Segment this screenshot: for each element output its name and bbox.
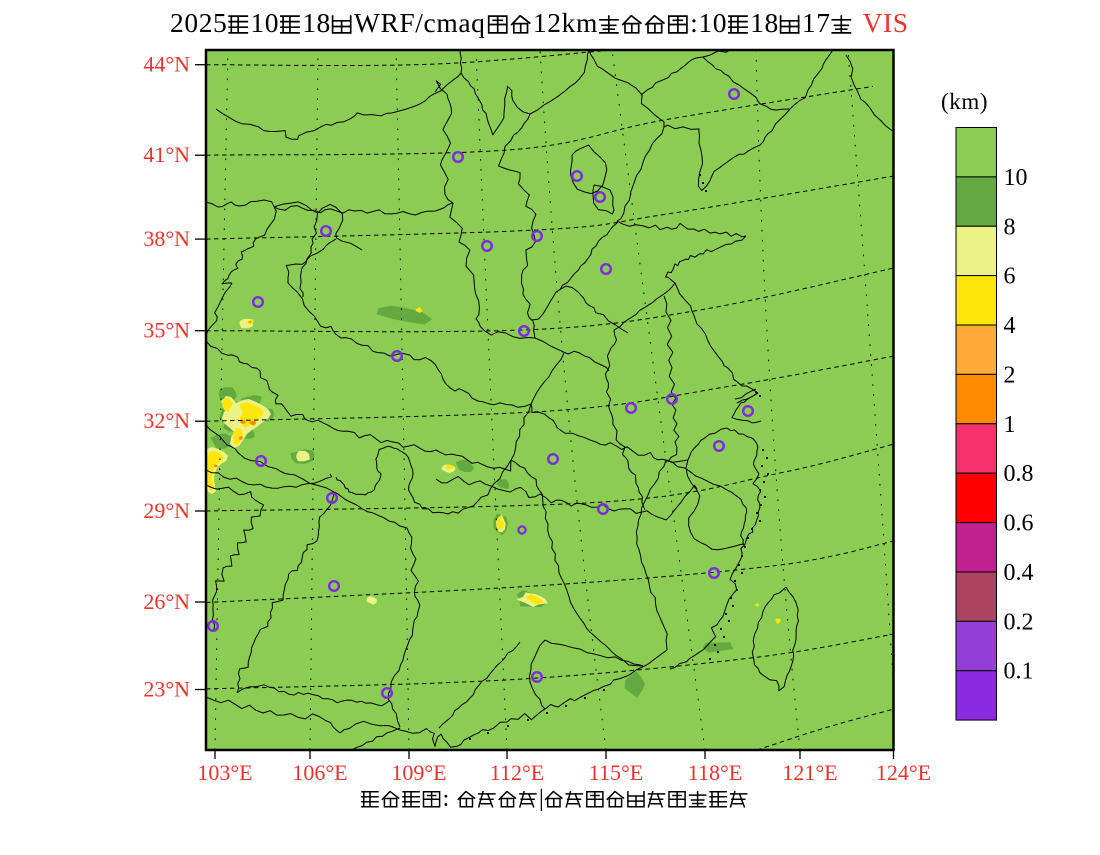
svg-text:0.2: 0.2	[1004, 609, 1034, 635]
svg-text:35°N: 35°N	[143, 318, 190, 343]
svg-text:23°N: 23°N	[143, 677, 190, 702]
svg-text:17: 17	[802, 7, 831, 38]
svg-text:18: 18	[302, 7, 331, 38]
svg-text:106°E: 106°E	[292, 760, 347, 785]
svg-text:118°E: 118°E	[688, 760, 742, 785]
svg-text:29°N: 29°N	[143, 498, 190, 523]
svg-text:103°E: 103°E	[197, 760, 252, 785]
svg-text:|: |	[539, 785, 545, 812]
svg-text:115°E: 115°E	[589, 760, 643, 785]
svg-text:10: 10	[1004, 165, 1028, 191]
svg-text:0.6: 0.6	[1004, 511, 1034, 537]
svg-text:1: 1	[1004, 412, 1016, 438]
svg-text:0.4: 0.4	[1004, 560, 1034, 586]
svg-text:38°N: 38°N	[143, 226, 190, 251]
svg-text:6: 6	[1004, 264, 1016, 290]
svg-text:41°N: 41°N	[143, 142, 190, 167]
svg-text:WRF/cmaq: WRF/cmaq	[354, 7, 486, 38]
svg-text:4: 4	[1004, 313, 1016, 339]
svg-text:10: 10	[250, 7, 279, 38]
svg-text:8: 8	[1004, 214, 1016, 240]
svg-text::: :	[690, 7, 698, 38]
svg-text:0.8: 0.8	[1004, 461, 1034, 487]
svg-text::: :	[443, 785, 450, 812]
svg-text:2: 2	[1004, 362, 1016, 388]
svg-text:0.1: 0.1	[1004, 659, 1034, 685]
svg-text:32°N: 32°N	[143, 408, 190, 433]
svg-text:121°E: 121°E	[782, 760, 837, 785]
svg-text:112°E: 112°E	[490, 760, 544, 785]
svg-text:12km: 12km	[533, 7, 598, 38]
svg-text:2025: 2025	[170, 7, 227, 38]
svg-text:124°E: 124°E	[876, 760, 931, 785]
svg-text:(km): (km)	[941, 89, 988, 114]
svg-text:18: 18	[750, 7, 779, 38]
svg-text:10: 10	[698, 7, 727, 38]
svg-text:44°N: 44°N	[143, 52, 190, 77]
svg-text:109°E: 109°E	[391, 760, 446, 785]
svg-text:26°N: 26°N	[143, 589, 190, 614]
svg-text:VIS: VIS	[863, 7, 909, 38]
